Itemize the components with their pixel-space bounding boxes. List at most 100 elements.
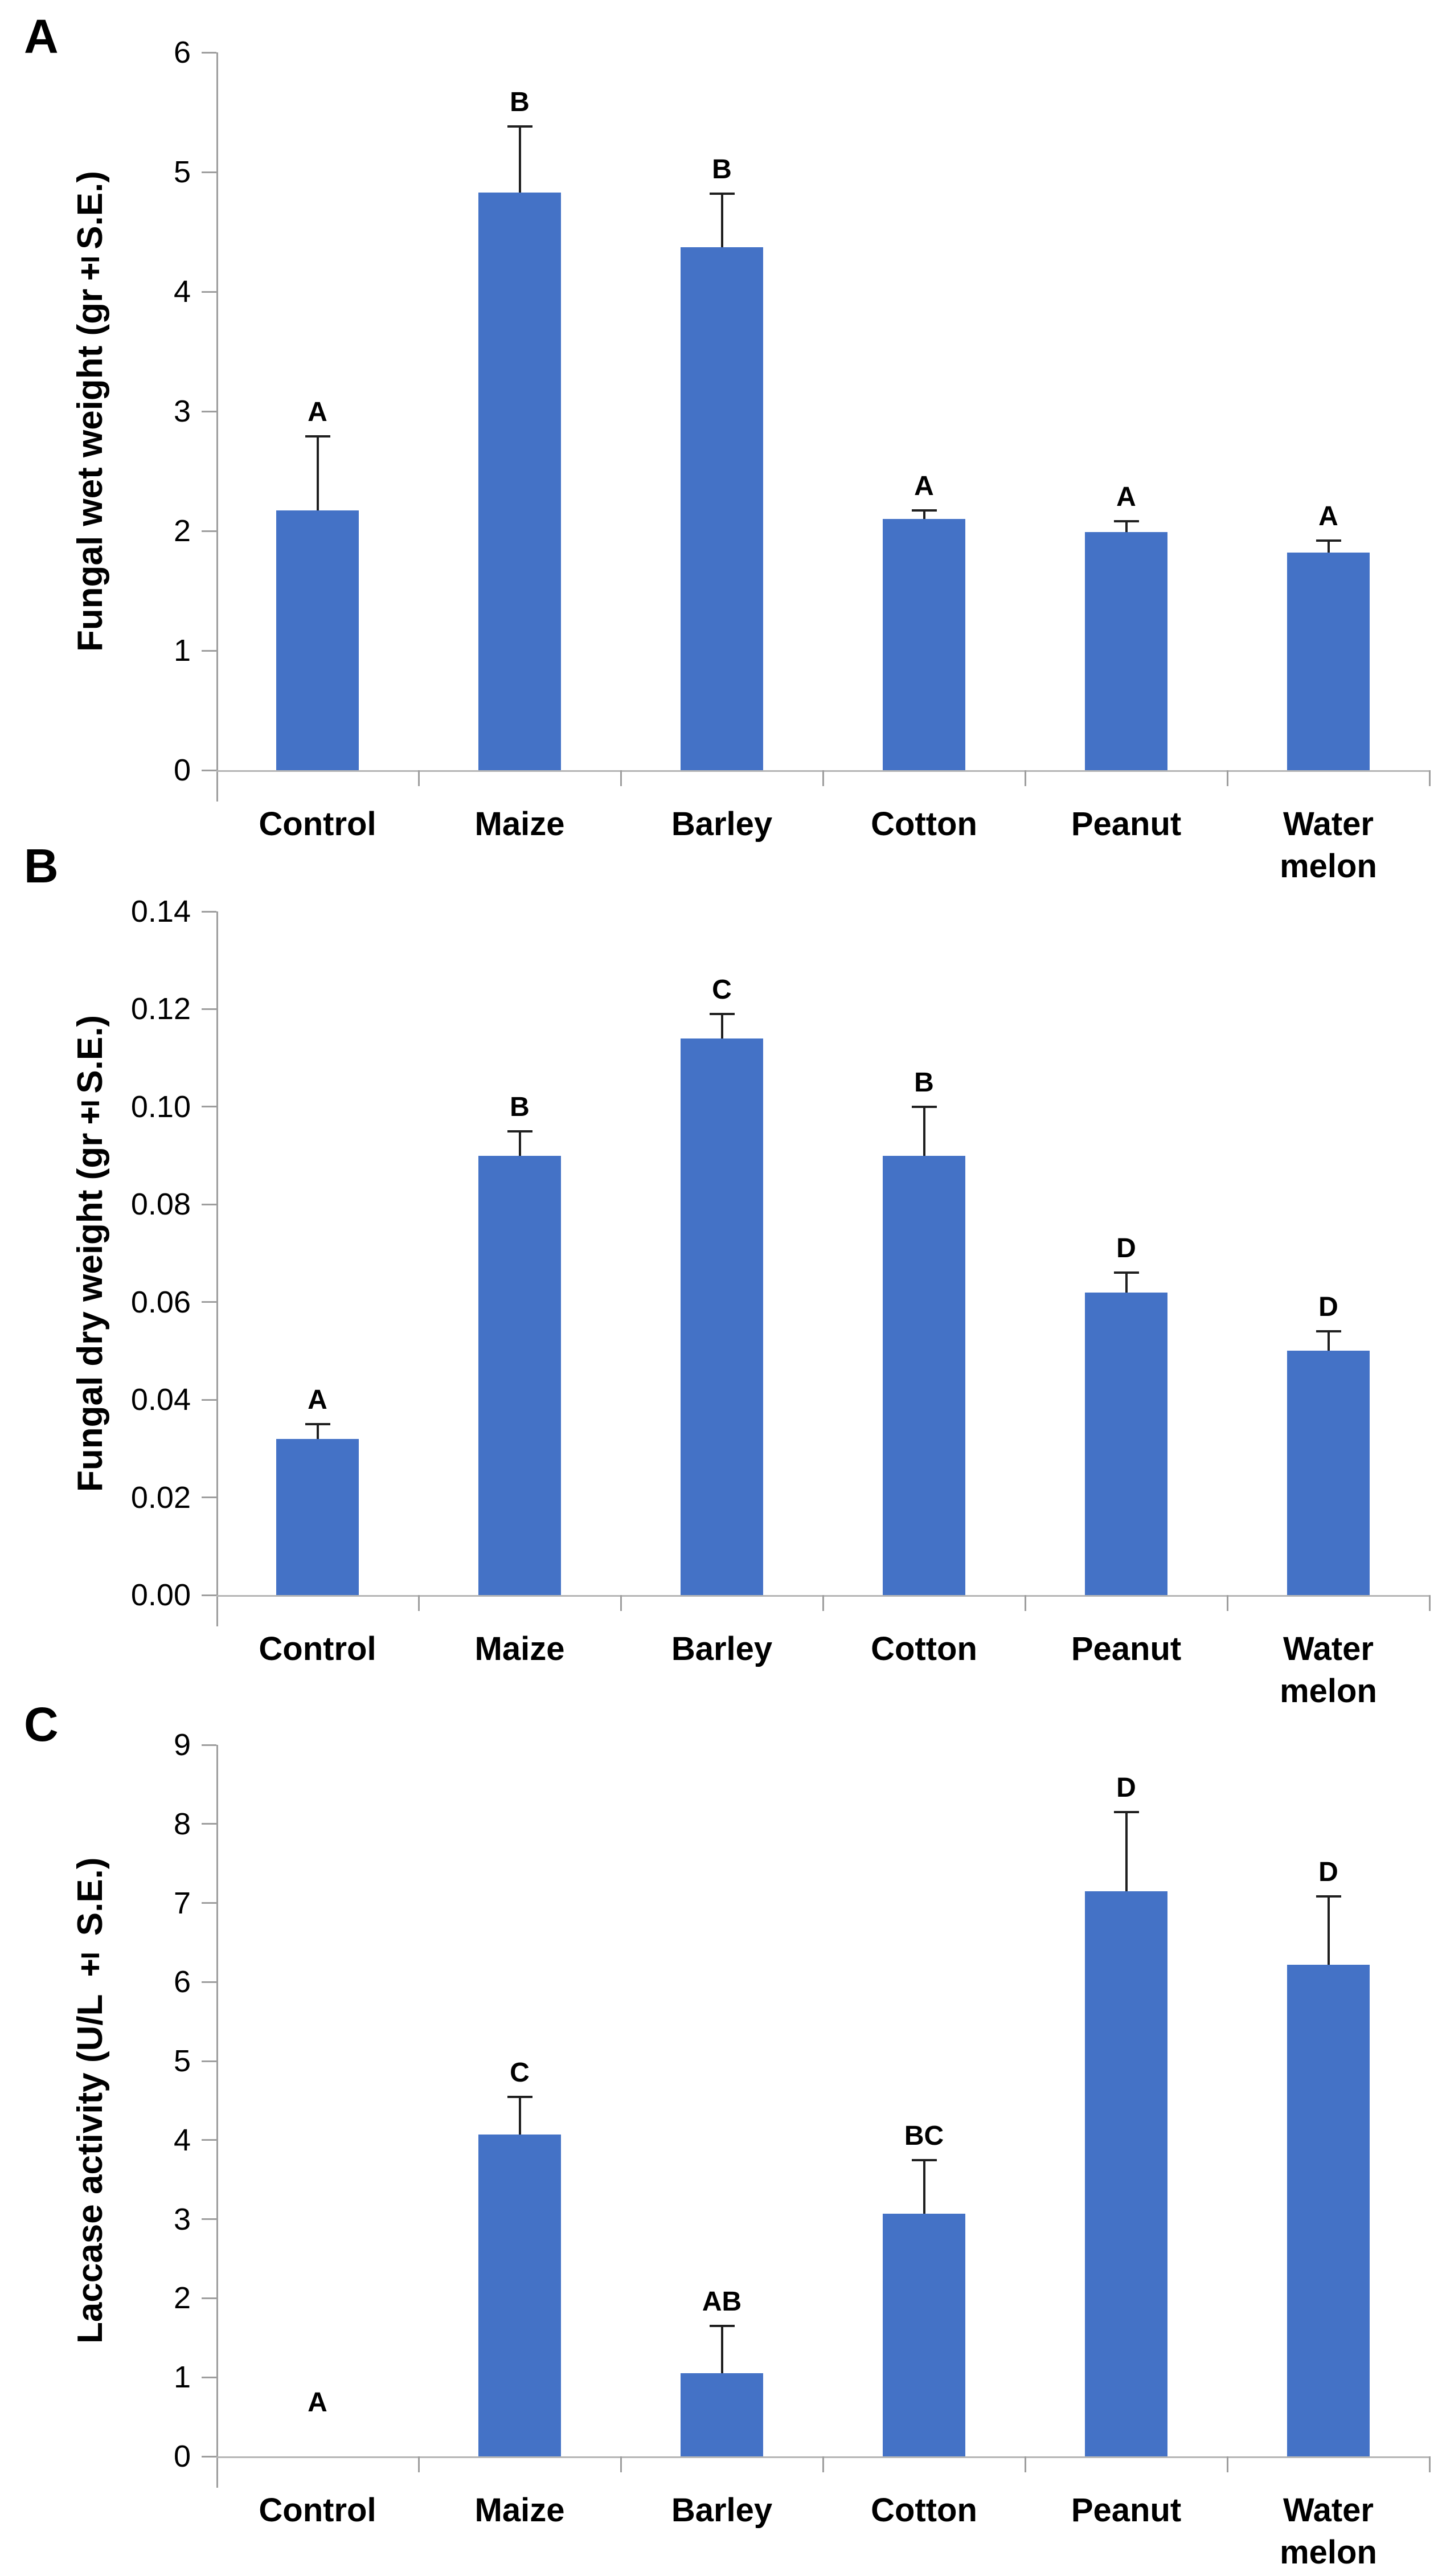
y-tick-label: 1 <box>173 633 191 668</box>
y-tick-mark <box>202 1902 216 1904</box>
category-label: Cotton <box>871 805 977 843</box>
bar-barley <box>681 2373 763 2456</box>
significance-letter: B <box>712 154 732 185</box>
error-bar-cap <box>1316 539 1341 542</box>
y-tick-label: 6 <box>173 35 191 69</box>
x-tick-mark <box>417 2456 420 2472</box>
y-tick-mark <box>202 1301 216 1303</box>
y-tick-mark <box>202 1008 216 1010</box>
significance-letter: A <box>914 471 934 502</box>
error-bar-cap <box>1316 1330 1341 1333</box>
y-tick-mark <box>202 291 216 293</box>
x-tick-mark <box>620 2456 622 2472</box>
x-tick-mark <box>1024 770 1026 786</box>
error-bar-cap <box>709 1013 735 1015</box>
x-tick-mark <box>822 2456 824 2472</box>
y-tick-label: 8 <box>173 1806 191 1841</box>
y-tick-label: 3 <box>173 394 191 428</box>
bar-cotton <box>883 1155 965 1595</box>
x-tick-mark <box>822 1595 824 1611</box>
error-bar-cap <box>1113 520 1139 523</box>
error-bar-cap <box>1113 1271 1139 1274</box>
y-tick-label: 7 <box>173 1886 191 1920</box>
bar-maize <box>478 192 561 770</box>
y-tick-label: 2 <box>173 2281 191 2316</box>
significance-letter: C <box>510 2057 530 2088</box>
significance-letter: D <box>1116 1772 1136 1803</box>
category-label: Water melon <box>1280 805 1377 885</box>
y-tick-mark <box>202 769 216 771</box>
error-bar-cap <box>911 1105 937 1108</box>
error-bar-cap <box>911 2158 937 2161</box>
x-tick-mark <box>620 1595 622 1611</box>
category-label: Barley <box>671 2492 773 2529</box>
error-bar-cap <box>305 435 330 438</box>
category-label: Maize <box>474 2492 565 2529</box>
error-bar <box>720 2326 723 2374</box>
x-tick-mark <box>1226 770 1228 786</box>
category-label: Cotton <box>871 1630 977 1667</box>
x-tick-mark <box>1226 1595 1228 1611</box>
error-bar-cap <box>1316 1895 1341 1898</box>
significance-letter: BC <box>904 2120 944 2151</box>
y-tick-mark <box>202 1823 216 1825</box>
y-tick-mark <box>202 1399 216 1401</box>
y-tick-mark <box>202 2376 216 2378</box>
bar-cotton <box>883 2213 965 2456</box>
y-tick-label: 4 <box>173 2123 191 2157</box>
y-tick-label: 0.10 <box>130 1089 191 1124</box>
error-bar-cap <box>911 509 937 512</box>
error-bar <box>923 510 925 519</box>
error-bar-cap <box>507 2095 532 2098</box>
y-tick-mark <box>202 2139 216 2141</box>
y-tick-label: 5 <box>173 155 191 189</box>
y-tick-mark <box>202 51 216 54</box>
x-tick-mark <box>620 770 622 786</box>
y-tick-label: 0.14 <box>130 894 191 929</box>
error-bar-cap <box>709 192 735 195</box>
error-bar <box>1327 1896 1330 1965</box>
category-label: Peanut <box>1071 2492 1182 2529</box>
panel-letter-a: A <box>24 10 59 63</box>
y-tick-label: 6 <box>173 1965 191 2000</box>
error-bar-cap <box>709 2325 735 2328</box>
error-bar <box>923 2160 925 2214</box>
bar-barley <box>681 247 763 770</box>
y-tick-mark <box>202 2218 216 2221</box>
error-bar <box>1327 1331 1330 1351</box>
error-bar <box>316 436 319 511</box>
error-bar-cap <box>305 1423 330 1425</box>
error-bar <box>1125 521 1128 533</box>
y-axis-title: Laccase activity (U/L ± S.E.) <box>71 1857 110 2344</box>
panel-letter-b: B <box>24 839 59 893</box>
y-tick-label: 0.02 <box>130 1480 191 1515</box>
x-tick-mark <box>1428 770 1431 786</box>
y-tick-mark <box>202 910 216 913</box>
error-bar-cap <box>507 125 532 128</box>
significance-letter: A <box>308 2387 327 2418</box>
bar-control <box>276 510 359 770</box>
bar-peanut <box>1085 532 1167 770</box>
error-bar-cap <box>1113 1810 1139 1813</box>
y-tick-label: 0 <box>173 753 191 787</box>
significance-letter: A <box>308 1385 327 1415</box>
x-tick-mark <box>1226 2456 1228 2472</box>
significance-letter: B <box>510 87 530 118</box>
y-tick-mark <box>202 171 216 173</box>
category-label: Peanut <box>1071 1630 1182 1667</box>
error-bar <box>923 1106 925 1156</box>
category-label: Control <box>259 805 376 843</box>
y-tick-label: 0 <box>173 2439 191 2473</box>
significance-letter: A <box>308 397 327 428</box>
significance-letter: D <box>1318 1857 1338 1888</box>
significance-letter: A <box>1116 482 1136 513</box>
significance-letter: C <box>712 975 732 1005</box>
y-tick-mark <box>202 2297 216 2299</box>
category-label: Barley <box>671 805 773 843</box>
error-bar <box>720 1014 723 1038</box>
category-label: Control <box>259 2492 376 2529</box>
bar-water-melon <box>1287 1964 1370 2456</box>
category-label: Control <box>259 1630 376 1667</box>
significance-letter: A <box>1318 501 1338 531</box>
